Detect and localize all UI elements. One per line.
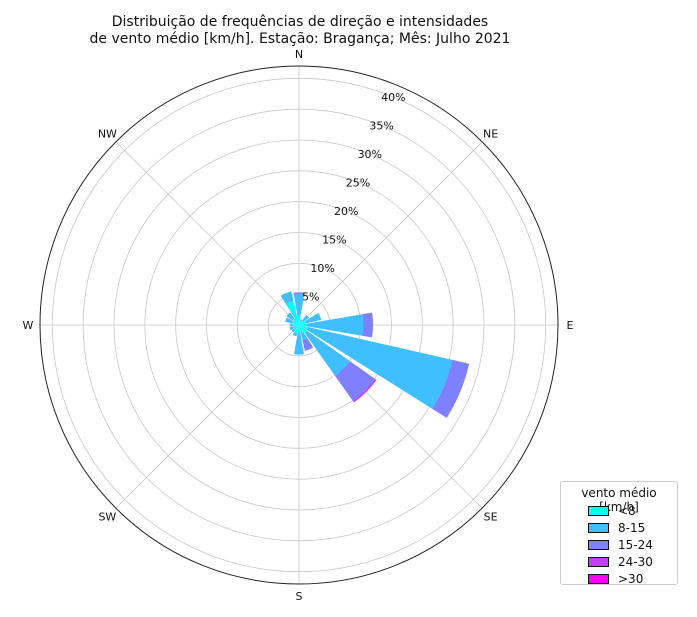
wind-bar-SE-0 bbox=[299, 325, 308, 334]
radial-tick-label: 15% bbox=[322, 234, 346, 247]
direction-label-W: W bbox=[23, 319, 34, 332]
wind-bar-ENE-0 bbox=[299, 321, 307, 325]
wind-rose-bars bbox=[280, 291, 470, 418]
legend-swatch-24-30 bbox=[588, 556, 609, 567]
wind-bar-WNW-0 bbox=[292, 321, 299, 325]
wind-bar-SSW-0 bbox=[294, 325, 299, 333]
wind-bar-SE-1 bbox=[304, 330, 350, 376]
angular-gridline bbox=[115, 141, 300, 326]
direction-label-NW: NW bbox=[98, 127, 117, 140]
legend-swatch-8-15 bbox=[588, 522, 609, 533]
legend-label-15-24: 15-24 bbox=[618, 537, 653, 552]
wind-bar-E-0 bbox=[299, 323, 307, 327]
wind-bar-SSE-2 bbox=[302, 338, 314, 351]
legend-entry-15-24: 15-24 bbox=[561, 536, 677, 553]
polar-frame bbox=[39, 65, 559, 585]
radial-gridline bbox=[144, 170, 454, 480]
legend-title: vento médio [km/h] bbox=[581, 486, 657, 514]
radial-gridline bbox=[82, 108, 516, 542]
wind-bar-NW-0 bbox=[292, 318, 299, 325]
radial-gridline bbox=[175, 201, 423, 449]
radial-tick-label: 40% bbox=[381, 91, 405, 104]
direction-label-S: S bbox=[296, 590, 303, 603]
wind-bar-ESE-0 bbox=[299, 325, 309, 330]
wind-bar-E-2 bbox=[362, 312, 373, 338]
polar-labels: N NE E SE S SW W NW 5% 10% 15% 20% 25% 30% 35% 40% bbox=[23, 48, 574, 603]
angular-gridline bbox=[115, 324, 300, 509]
wind-bar-SSE-1 bbox=[300, 331, 308, 341]
radial-tick-label: 35% bbox=[369, 120, 393, 133]
direction-label-SE: SE bbox=[484, 511, 498, 524]
wind-bar-ESE-2 bbox=[432, 359, 470, 418]
legend-label-lt8: <8 bbox=[618, 503, 636, 518]
wind-bar-NNW-0 bbox=[285, 300, 299, 325]
legend-entry-24-30: 24-30 bbox=[561, 553, 677, 570]
radial-gridline bbox=[51, 77, 547, 573]
direction-label-N: N bbox=[295, 48, 303, 61]
wind-bar-NNW-1 bbox=[280, 291, 294, 305]
direction-label-NE: NE bbox=[483, 127, 498, 140]
wind-bar-W-0 bbox=[292, 323, 299, 327]
wind-bar-NNE-0 bbox=[299, 321, 301, 325]
wind-bar-ESE-1 bbox=[306, 327, 453, 409]
wind-bar-N-1 bbox=[293, 294, 305, 316]
wind-bar-N-0 bbox=[297, 315, 301, 325]
legend-label-24-30: 24-30 bbox=[618, 554, 653, 569]
wind-bar-N-2 bbox=[293, 292, 305, 295]
wind-bar-NE-0 bbox=[299, 320, 304, 325]
direction-label-SW: SW bbox=[98, 511, 116, 524]
wind-bar-S-0 bbox=[297, 325, 301, 333]
legend-entry-lt8: <8 bbox=[561, 502, 677, 519]
legend-entry-gt30: >30 bbox=[561, 570, 677, 587]
wind-bar-WNW-1 bbox=[285, 317, 294, 324]
radial-gridline bbox=[206, 232, 392, 418]
wind-bar-SE-2 bbox=[335, 361, 375, 401]
wind-bar-SSE-0 bbox=[299, 325, 304, 333]
wind-bar-SW-0 bbox=[293, 325, 299, 331]
polar-grid bbox=[39, 65, 559, 585]
legend-label-gt30: >30 bbox=[618, 571, 644, 586]
legend-label-8-15: 8-15 bbox=[618, 520, 646, 535]
wind-bar-SW-1 bbox=[291, 328, 296, 333]
legend: vento médio [km/h] <8 8-15 15-24 24-30 >… bbox=[560, 481, 678, 587]
chart-title-line-1: Distribuição de frequências de direção e… bbox=[111, 14, 489, 30]
chart-title-line-2: de vento médio [km/h]. Estação: Bragança… bbox=[89, 31, 511, 47]
legend-entry-8-15: 8-15 bbox=[561, 519, 677, 536]
legend-swatch-gt30 bbox=[588, 573, 609, 584]
radial-tick-label: 5% bbox=[302, 291, 319, 304]
wind-bar-NNE-1 bbox=[299, 318, 303, 323]
radial-tick-label: 30% bbox=[358, 148, 382, 161]
wind-bar-NE-1 bbox=[301, 314, 310, 323]
wind-bar-ENE-1 bbox=[305, 312, 322, 324]
wind-bar-NW-1 bbox=[286, 312, 295, 321]
wind-bar-S-1 bbox=[294, 332, 304, 355]
radial-tick-label: 20% bbox=[334, 205, 358, 218]
radial-tick-label: 25% bbox=[346, 177, 370, 190]
wind-bar-WSW-0 bbox=[292, 325, 299, 329]
wind-bar-SE-3 bbox=[352, 378, 377, 403]
legend-swatch-15-24 bbox=[588, 539, 609, 550]
wind-bar-WSW-1 bbox=[289, 326, 294, 331]
radial-tick-label: 10% bbox=[310, 262, 334, 275]
legend-swatch-lt8 bbox=[588, 505, 609, 516]
wind-bar-SSW-1 bbox=[292, 331, 298, 337]
wind-bar-W-1 bbox=[289, 323, 293, 327]
radial-gridline bbox=[113, 139, 485, 511]
direction-label-E: E bbox=[567, 319, 574, 332]
wind-bar-E-1 bbox=[306, 314, 364, 336]
